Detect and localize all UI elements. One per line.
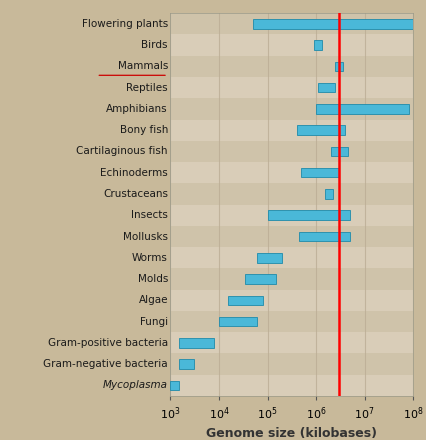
Bar — [219, 317, 257, 326]
Bar — [179, 338, 214, 348]
Bar — [318, 83, 335, 92]
Bar — [297, 125, 345, 135]
Bar — [325, 189, 333, 199]
Text: Gram-negative bacteria: Gram-negative bacteria — [43, 359, 168, 369]
Text: Mycoplasma: Mycoplasma — [103, 380, 168, 390]
Bar — [170, 141, 413, 162]
Bar — [170, 77, 413, 98]
Bar — [170, 268, 413, 290]
Bar — [170, 56, 413, 77]
Text: Fungi: Fungi — [140, 316, 168, 326]
Bar — [335, 62, 343, 71]
Bar — [170, 162, 413, 183]
Bar — [245, 274, 276, 284]
Bar — [170, 34, 413, 56]
Bar — [253, 19, 413, 29]
Text: Mollusks: Mollusks — [123, 231, 168, 242]
Text: Worms: Worms — [132, 253, 168, 263]
Bar — [179, 359, 193, 369]
Bar — [316, 104, 409, 114]
Text: Amphibians: Amphibians — [106, 104, 168, 114]
Bar — [170, 247, 413, 268]
Bar — [170, 311, 413, 332]
Bar — [170, 183, 413, 205]
Bar — [257, 253, 282, 263]
Bar — [170, 353, 413, 375]
X-axis label: Genome size (kilobases): Genome size (kilobases) — [206, 427, 377, 440]
Text: Echinoderms: Echinoderms — [100, 168, 168, 178]
Bar — [170, 332, 413, 353]
Text: Cartilaginous fish: Cartilaginous fish — [77, 147, 168, 157]
Bar — [170, 381, 179, 390]
Text: Bony fish: Bony fish — [120, 125, 168, 135]
Bar — [170, 290, 413, 311]
Text: Insects: Insects — [131, 210, 168, 220]
Text: Gram-positive bacteria: Gram-positive bacteria — [48, 338, 168, 348]
Text: Flowering plants: Flowering plants — [82, 19, 168, 29]
Bar — [331, 147, 348, 156]
Bar — [170, 98, 413, 120]
Text: Molds: Molds — [138, 274, 168, 284]
Bar — [227, 296, 263, 305]
Bar — [302, 168, 339, 177]
Bar — [170, 120, 413, 141]
Bar — [314, 40, 322, 50]
Text: Reptiles: Reptiles — [127, 83, 168, 93]
Bar — [170, 375, 413, 396]
Text: Mammals: Mammals — [118, 61, 168, 71]
Bar — [299, 232, 350, 241]
Bar — [170, 13, 413, 34]
Text: Birds: Birds — [141, 40, 168, 50]
Text: Algae: Algae — [138, 295, 168, 305]
Bar — [170, 205, 413, 226]
Bar — [170, 226, 413, 247]
Bar — [268, 210, 350, 220]
Text: Crustaceans: Crustaceans — [103, 189, 168, 199]
